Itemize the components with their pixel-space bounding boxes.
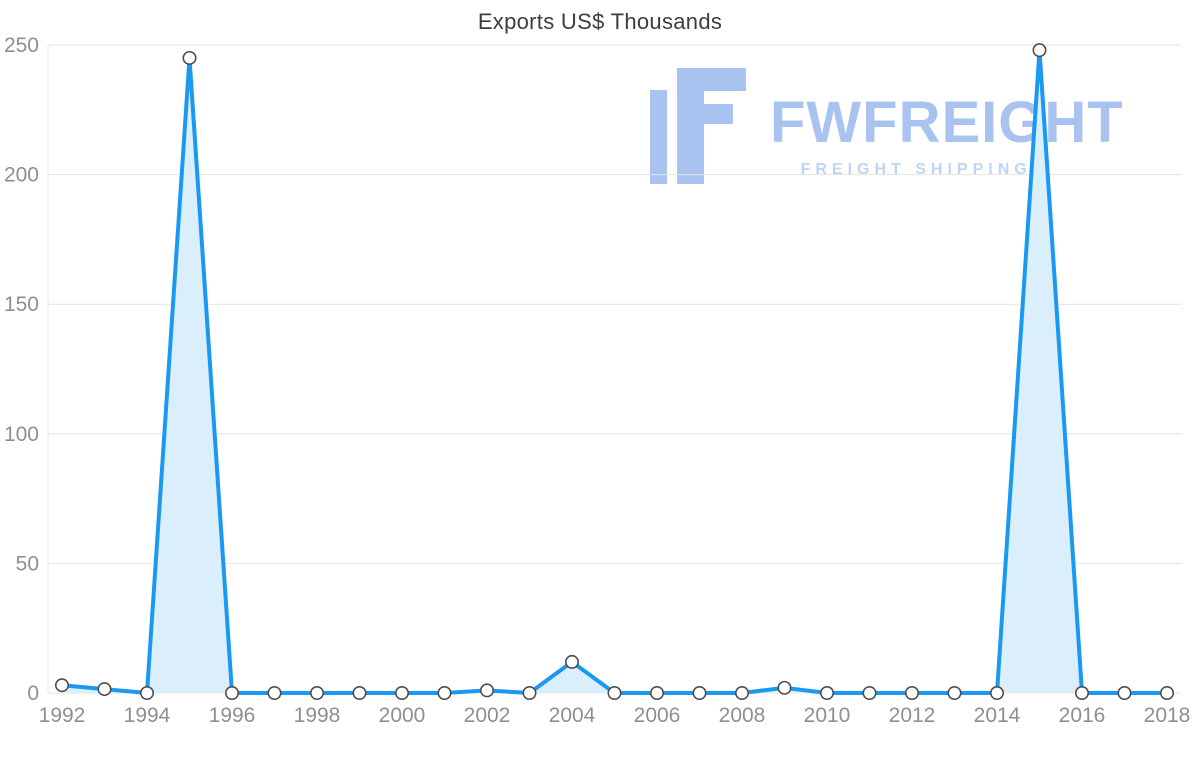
data-point-2003[interactable] xyxy=(522,685,537,700)
chart-title: Exports US$ Thousands xyxy=(477,9,723,34)
x-tick-label-2016: 2016 xyxy=(1059,704,1106,727)
y-tick-label-150: 150 xyxy=(4,293,39,316)
data-point-2017[interactable] xyxy=(1117,685,1132,700)
data-point-1992[interactable] xyxy=(54,678,69,693)
y-tick-label-100: 100 xyxy=(4,423,39,446)
x-tick-label-2006: 2006 xyxy=(634,704,681,727)
data-point-2000[interactable] xyxy=(394,685,409,700)
data-point-1993[interactable] xyxy=(97,682,112,697)
y-tick-label-50: 50 xyxy=(16,552,39,575)
data-point-2004[interactable] xyxy=(564,654,579,669)
x-tick-label-1998: 1998 xyxy=(294,704,341,727)
x-tick-label-2012: 2012 xyxy=(889,704,936,727)
data-point-2016[interactable] xyxy=(1075,685,1090,700)
x-tick-label-2018: 2018 xyxy=(1144,704,1191,727)
data-point-1998[interactable] xyxy=(309,685,324,700)
data-point-2013[interactable] xyxy=(947,685,962,700)
x-tick-label-2004: 2004 xyxy=(549,704,596,727)
data-point-2009[interactable] xyxy=(777,680,792,695)
data-point-2010[interactable] xyxy=(819,685,834,700)
y-tick-label-200: 200 xyxy=(4,164,39,187)
x-tick-label-2002: 2002 xyxy=(464,704,511,727)
data-point-2018[interactable] xyxy=(1160,685,1175,700)
x-tick-label-2014: 2014 xyxy=(974,704,1021,727)
data-point-1999[interactable] xyxy=(352,685,367,700)
x-tick-label-2008: 2008 xyxy=(719,704,766,727)
data-point-2011[interactable] xyxy=(862,685,877,700)
y-tick-label-250: 250 xyxy=(4,34,39,57)
series-area-fill xyxy=(62,50,1167,693)
data-point-2005[interactable] xyxy=(607,685,622,700)
data-point-2006[interactable] xyxy=(649,685,664,700)
data-point-2001[interactable] xyxy=(437,685,452,700)
data-point-1996[interactable] xyxy=(225,685,240,700)
data-point-2012[interactable] xyxy=(904,685,919,700)
data-point-1997[interactable] xyxy=(267,685,282,700)
data-point-2015[interactable] xyxy=(1032,43,1047,58)
data-point-2002[interactable] xyxy=(479,683,494,698)
data-point-2008[interactable] xyxy=(734,685,749,700)
x-tick-label-2010: 2010 xyxy=(804,704,851,727)
data-point-2014[interactable] xyxy=(989,685,1004,700)
x-tick-label-1992: 1992 xyxy=(39,704,86,727)
series-line xyxy=(60,48,1169,695)
x-tick-label-1996: 1996 xyxy=(209,704,256,727)
data-point-1994[interactable] xyxy=(140,685,155,700)
x-tick-label-1994: 1994 xyxy=(124,704,171,727)
data-point-2007[interactable] xyxy=(692,685,707,700)
y-tick-label-0: 0 xyxy=(27,682,39,705)
x-tick-label-2000: 2000 xyxy=(379,704,426,727)
data-point-1995[interactable] xyxy=(182,50,197,65)
